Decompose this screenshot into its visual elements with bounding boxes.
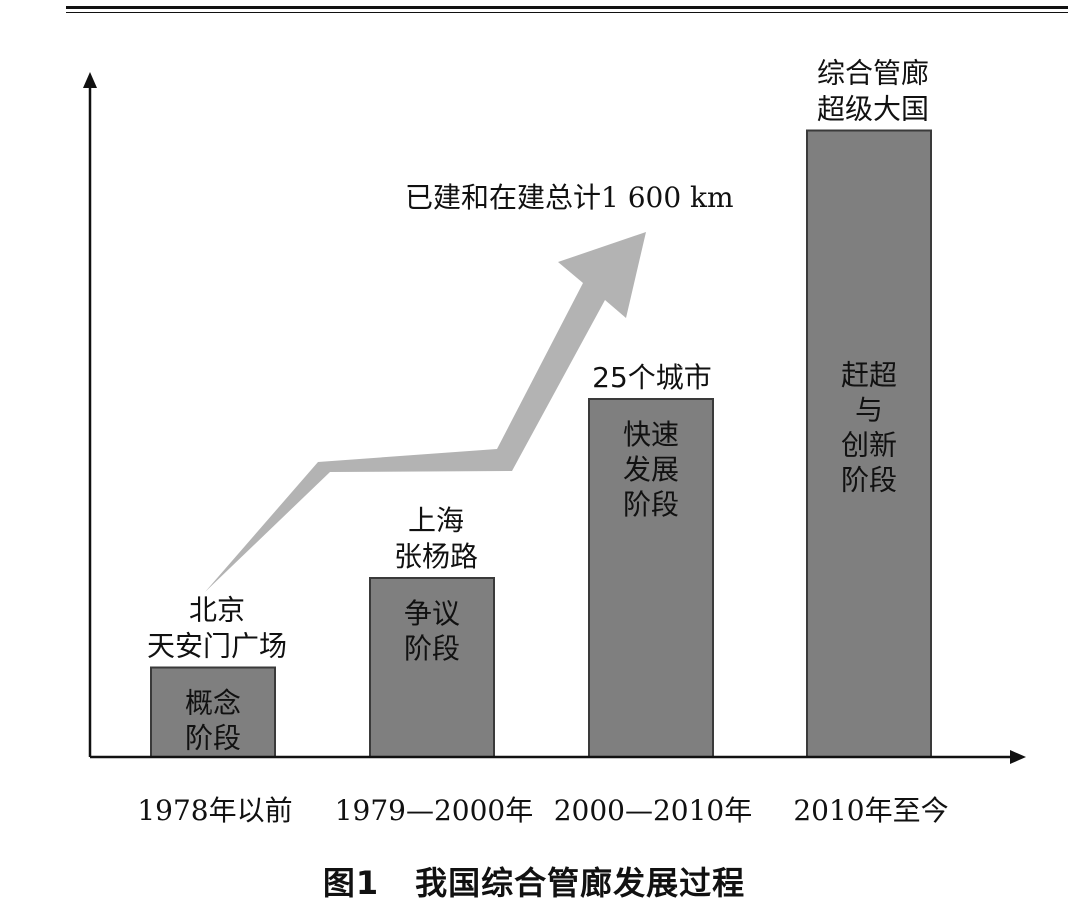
bar-1 [150, 666, 276, 758]
bar-4-top-label: 超级大国 [817, 93, 929, 126]
bar-2 [369, 577, 495, 758]
x-tick-label: 2000—2010年 [554, 794, 753, 827]
bar-4-stage-label: 阶段 [841, 464, 897, 497]
bar-4-top-label: 综合管廊 [817, 57, 929, 90]
bar-2-top-label: 上海 [408, 504, 464, 537]
x-axis-arrowhead [1010, 750, 1026, 764]
arrow-annotation: 已建和在建总计1 600 km [405, 181, 734, 214]
bar-4-stage-label: 赶超 [841, 359, 897, 392]
bar-3-top-label: 25个城市 [592, 361, 712, 394]
top-rule-thin [66, 12, 1068, 13]
bar-3-stage-label: 阶段 [623, 488, 679, 521]
bar-2-stage-label: 争议 [404, 597, 460, 630]
bar-3-stage-label: 发展 [623, 453, 679, 486]
top-rule-thick [66, 6, 1068, 9]
bar-chart: 概念阶段北京天安门广场1978年以前争议阶段上海张杨路1979—2000年快速发… [83, 57, 1026, 827]
bar-4-stage-label: 创新 [841, 429, 897, 462]
x-tick-label: 1979—2000年 [335, 794, 534, 827]
bar-1-stage-label: 概念 [185, 687, 241, 720]
x-tick-label: 1978年以前 [137, 794, 292, 827]
bar-4-stage-label: 与 [855, 394, 883, 427]
growth-arrow [205, 232, 646, 592]
x-tick-label: 2010年至今 [793, 794, 948, 827]
bar-4 [806, 129, 932, 758]
y-axis-arrowhead [83, 72, 97, 88]
bar-2-stage-label: 阶段 [404, 632, 460, 665]
bar-1-top-label: 北京 [189, 594, 245, 627]
bar-3-stage-label: 快速 [623, 418, 679, 451]
bar-1-top-label: 天安门广场 [147, 630, 287, 663]
bar-1-stage-label: 阶段 [185, 722, 241, 755]
bar-2-top-label: 张杨路 [394, 540, 478, 573]
figure-title: 我国综合管廊发展过程 [415, 864, 746, 902]
figure-number: 图1 [322, 864, 380, 902]
figure-caption: 图1 我国综合管廊发展过程 [0, 858, 1068, 904]
